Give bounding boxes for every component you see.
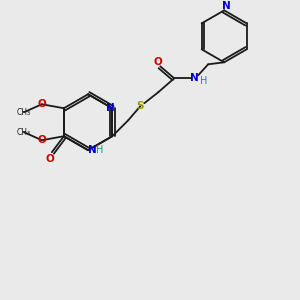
Text: N: N — [88, 145, 96, 155]
Text: H: H — [200, 76, 208, 86]
Text: N: N — [222, 2, 230, 11]
Text: S: S — [136, 101, 144, 111]
Text: N: N — [106, 103, 115, 113]
Text: O: O — [38, 99, 46, 109]
Text: CH₃: CH₃ — [17, 128, 31, 137]
Text: O: O — [38, 135, 46, 145]
Text: CH₃: CH₃ — [17, 108, 31, 117]
Text: O: O — [154, 57, 163, 67]
Text: O: O — [0, 299, 1, 300]
Text: N: N — [190, 73, 199, 83]
Text: O: O — [46, 154, 54, 164]
Text: H: H — [96, 145, 104, 155]
